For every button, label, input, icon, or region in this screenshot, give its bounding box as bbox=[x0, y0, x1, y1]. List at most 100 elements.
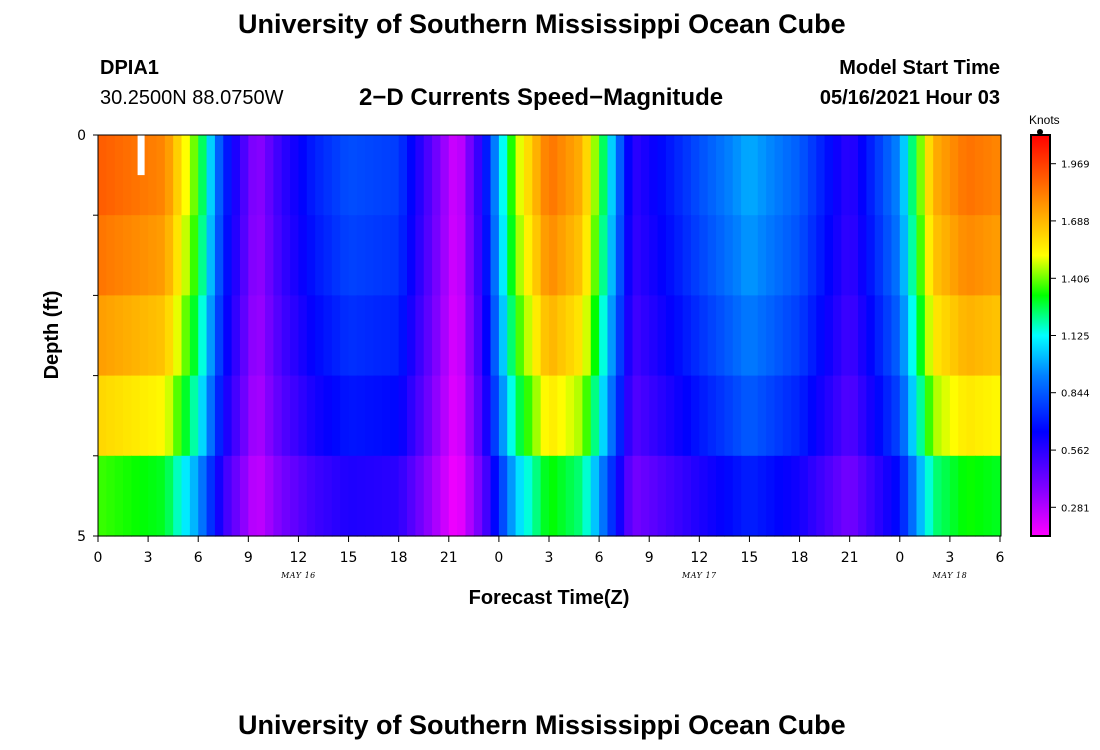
heatmap-cell bbox=[106, 215, 116, 296]
data-gap-marker bbox=[137, 135, 145, 176]
heatmap-cell bbox=[674, 215, 684, 296]
x-tick-label: 0 bbox=[895, 550, 904, 566]
heatmap-cell bbox=[908, 295, 918, 377]
heatmap-cell bbox=[782, 375, 792, 457]
heatmap-cell bbox=[440, 295, 450, 377]
heatmap-cell bbox=[849, 455, 859, 537]
x-tick-label: 12 bbox=[290, 550, 308, 566]
heatmap-cell bbox=[966, 135, 976, 216]
heatmap-cell bbox=[899, 215, 909, 296]
heatmap-cell bbox=[974, 295, 984, 377]
heatmap-cell bbox=[348, 295, 358, 377]
heatmap-cell bbox=[732, 455, 742, 537]
heatmap-cell bbox=[624, 135, 634, 216]
heatmap-cell bbox=[398, 455, 408, 537]
colorbar-unit: Knots bbox=[1029, 113, 1060, 127]
heatmap-cell bbox=[523, 135, 533, 216]
heatmap-cell bbox=[799, 375, 809, 457]
heatmap-cell bbox=[557, 295, 567, 377]
x-tick-label: 18 bbox=[791, 550, 809, 566]
heatmap-cell bbox=[791, 135, 801, 216]
heatmap-cell bbox=[473, 135, 483, 216]
heatmap-cell bbox=[139, 375, 149, 457]
colorbar-tick-label: 1.406 bbox=[1061, 274, 1090, 285]
heatmap-cell bbox=[866, 455, 876, 537]
heatmap-cell bbox=[607, 215, 617, 296]
heatmap-cell bbox=[315, 295, 325, 377]
heatmap-cell bbox=[624, 455, 634, 537]
heatmap-cell bbox=[766, 375, 776, 457]
heatmap-cell bbox=[189, 215, 199, 296]
heatmap-cell bbox=[490, 375, 500, 457]
heatmap-cell bbox=[841, 215, 851, 296]
heatmap-cell bbox=[239, 135, 249, 216]
heatmap-cell bbox=[757, 295, 767, 377]
colorbar-tick-label: 1.125 bbox=[1061, 332, 1090, 343]
heatmap-cell bbox=[148, 295, 158, 377]
heatmap-cell bbox=[206, 375, 216, 457]
heatmap-cell bbox=[189, 455, 199, 537]
heatmap-cell bbox=[465, 375, 475, 457]
heatmap-cell bbox=[139, 295, 149, 377]
heatmap-cell bbox=[156, 135, 166, 216]
heatmap-cell bbox=[866, 375, 876, 457]
x-axis: 0 3 6 9 12 15 18 21 0 3 6 9 12 15 18 21 0 3 6 MAY 16 MAY 17 M… bbox=[94, 536, 1005, 580]
heatmap-cell bbox=[991, 215, 1001, 296]
heatmap-cell bbox=[532, 375, 542, 457]
y-tick-label: 0 bbox=[77, 128, 86, 144]
heatmap-cell bbox=[574, 375, 584, 457]
heatmap-cell bbox=[131, 375, 141, 457]
heatmap-cell bbox=[189, 135, 199, 216]
heatmap-cell bbox=[924, 295, 934, 377]
heatmap-cell bbox=[298, 215, 308, 296]
heatmap-cell bbox=[565, 455, 575, 537]
heatmap-cell bbox=[273, 135, 283, 216]
x-tick-label: 0 bbox=[94, 550, 103, 566]
heatmap-cell bbox=[599, 455, 609, 537]
heatmap-cell bbox=[941, 135, 951, 216]
heatmap-cell bbox=[599, 375, 609, 457]
heatmap-cell bbox=[256, 375, 266, 457]
heatmap-cell bbox=[883, 375, 893, 457]
heatmap-cell bbox=[490, 455, 500, 537]
heatmap-cell bbox=[674, 375, 684, 457]
heatmap-cell bbox=[874, 295, 884, 377]
heatmap-cell bbox=[824, 375, 834, 457]
colorbar-ticks: 1.969 1.688 1.406 1.125 0.844 0.562 0.281 bbox=[1050, 160, 1090, 514]
colorbar: Knots 1.969 1.688 1.406 1.125 0.844 0.562 0.28… bbox=[1029, 113, 1090, 537]
heatmap-cell bbox=[632, 295, 642, 377]
heatmap-cell bbox=[665, 455, 675, 537]
heatmap-cell bbox=[98, 375, 107, 457]
heatmap-cell bbox=[983, 295, 993, 377]
heatmap-cell bbox=[482, 375, 492, 457]
heatmap-cell bbox=[407, 455, 416, 537]
heatmap-cell bbox=[148, 215, 158, 296]
heatmap-cell bbox=[958, 215, 968, 296]
heatmap-cell bbox=[690, 215, 700, 296]
heatmap-cell bbox=[891, 375, 901, 457]
heatmap-cell bbox=[373, 455, 383, 537]
x-date-label: MAY 18 bbox=[932, 571, 968, 580]
heatmap-cell bbox=[565, 295, 575, 377]
heatmap-cell bbox=[657, 455, 667, 537]
heatmap-cell bbox=[365, 215, 375, 296]
heatmap-cell bbox=[807, 135, 817, 216]
heatmap-cell bbox=[732, 135, 742, 216]
heatmap-cell bbox=[465, 215, 475, 296]
heatmap-cell bbox=[949, 135, 959, 216]
heatmap-cell bbox=[707, 135, 717, 216]
heatmap-cell bbox=[832, 295, 842, 377]
heatmap-cell bbox=[599, 135, 609, 216]
heatmap-cell bbox=[114, 295, 124, 377]
heatmap-cell bbox=[657, 135, 667, 216]
heatmap-cell bbox=[123, 295, 133, 377]
heatmap-cell bbox=[782, 455, 792, 537]
heatmap-cell bbox=[832, 375, 842, 457]
heatmap-cell bbox=[340, 295, 350, 377]
heatmap-cell bbox=[716, 215, 725, 296]
heatmap-cell bbox=[858, 455, 867, 537]
page-title: University of Southern Mississippi Ocean… bbox=[238, 9, 846, 39]
heatmap-cell bbox=[766, 295, 776, 377]
heatmap-cell bbox=[665, 375, 675, 457]
heatmap-cell bbox=[607, 295, 617, 377]
